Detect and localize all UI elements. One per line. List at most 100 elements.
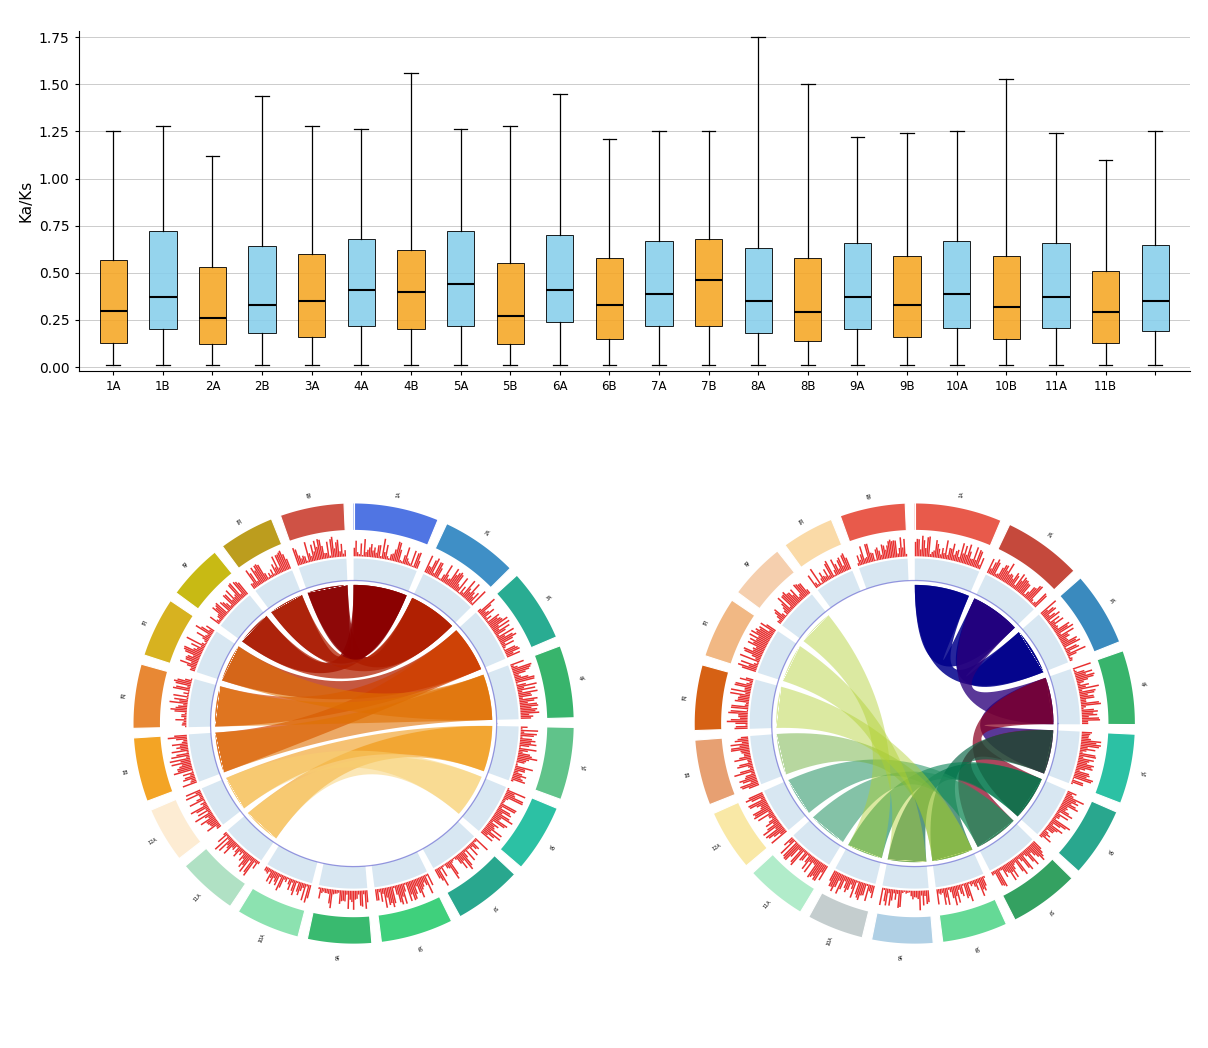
Polygon shape bbox=[318, 888, 321, 898]
Polygon shape bbox=[1044, 607, 1056, 618]
Polygon shape bbox=[488, 665, 518, 720]
Polygon shape bbox=[285, 877, 288, 882]
Polygon shape bbox=[1046, 611, 1059, 621]
Polygon shape bbox=[459, 587, 466, 594]
Polygon shape bbox=[134, 664, 167, 728]
Polygon shape bbox=[176, 746, 188, 749]
Polygon shape bbox=[749, 784, 760, 789]
Polygon shape bbox=[519, 704, 539, 707]
Polygon shape bbox=[933, 854, 983, 888]
Polygon shape bbox=[968, 559, 971, 565]
Polygon shape bbox=[519, 702, 528, 704]
Polygon shape bbox=[1006, 575, 1014, 585]
Polygon shape bbox=[232, 844, 238, 850]
Polygon shape bbox=[354, 548, 355, 556]
Polygon shape bbox=[750, 637, 767, 648]
Polygon shape bbox=[388, 559, 390, 560]
Polygon shape bbox=[972, 560, 976, 567]
Text: 6B: 6B bbox=[866, 490, 873, 498]
PathPatch shape bbox=[447, 232, 475, 326]
Polygon shape bbox=[521, 732, 524, 733]
Polygon shape bbox=[919, 549, 922, 556]
Polygon shape bbox=[766, 625, 776, 631]
Polygon shape bbox=[741, 660, 757, 668]
Polygon shape bbox=[785, 845, 800, 860]
Polygon shape bbox=[495, 629, 506, 636]
Polygon shape bbox=[879, 888, 884, 905]
Text: 5B: 5B bbox=[797, 516, 805, 524]
Polygon shape bbox=[952, 887, 958, 905]
Polygon shape bbox=[196, 791, 201, 794]
Polygon shape bbox=[788, 592, 798, 604]
Polygon shape bbox=[1010, 573, 1020, 587]
Polygon shape bbox=[941, 548, 943, 559]
Polygon shape bbox=[176, 552, 232, 609]
Polygon shape bbox=[419, 877, 424, 887]
Polygon shape bbox=[1080, 695, 1093, 698]
Polygon shape bbox=[518, 694, 532, 698]
Polygon shape bbox=[745, 693, 750, 695]
Polygon shape bbox=[1051, 617, 1063, 627]
Polygon shape bbox=[338, 890, 339, 893]
Polygon shape bbox=[1014, 858, 1023, 872]
Polygon shape bbox=[936, 544, 940, 558]
Polygon shape bbox=[933, 550, 935, 558]
Polygon shape bbox=[521, 709, 535, 713]
Polygon shape bbox=[185, 678, 192, 681]
Polygon shape bbox=[367, 550, 368, 556]
Polygon shape bbox=[790, 589, 801, 602]
Polygon shape bbox=[515, 767, 525, 771]
Polygon shape bbox=[795, 584, 807, 597]
Polygon shape bbox=[503, 646, 506, 649]
Polygon shape bbox=[187, 695, 188, 696]
Polygon shape bbox=[347, 891, 348, 895]
Polygon shape bbox=[1079, 690, 1082, 692]
Polygon shape bbox=[197, 632, 234, 679]
Polygon shape bbox=[813, 864, 825, 881]
Polygon shape bbox=[736, 722, 748, 724]
Polygon shape bbox=[174, 698, 188, 701]
Polygon shape bbox=[1067, 646, 1086, 655]
Polygon shape bbox=[899, 548, 901, 556]
Polygon shape bbox=[850, 879, 854, 885]
Polygon shape bbox=[436, 568, 443, 578]
Polygon shape bbox=[226, 834, 230, 837]
Polygon shape bbox=[353, 891, 354, 910]
Polygon shape bbox=[1007, 578, 1014, 586]
Polygon shape bbox=[1004, 865, 1010, 873]
Polygon shape bbox=[930, 730, 1053, 861]
Polygon shape bbox=[451, 572, 464, 589]
Polygon shape bbox=[1022, 851, 1027, 856]
Polygon shape bbox=[750, 800, 766, 809]
Polygon shape bbox=[956, 549, 959, 562]
Polygon shape bbox=[1071, 781, 1084, 786]
Polygon shape bbox=[185, 650, 201, 658]
Polygon shape bbox=[916, 891, 917, 897]
Polygon shape bbox=[1075, 673, 1094, 679]
Polygon shape bbox=[519, 699, 534, 702]
Polygon shape bbox=[302, 555, 306, 564]
Polygon shape bbox=[506, 791, 515, 795]
Polygon shape bbox=[186, 658, 198, 663]
Polygon shape bbox=[378, 889, 381, 892]
Polygon shape bbox=[1082, 721, 1088, 722]
Polygon shape bbox=[790, 849, 805, 866]
Polygon shape bbox=[1012, 859, 1016, 864]
Polygon shape bbox=[795, 840, 796, 843]
Polygon shape bbox=[789, 838, 794, 844]
Polygon shape bbox=[749, 664, 757, 669]
Polygon shape bbox=[742, 741, 749, 743]
Polygon shape bbox=[482, 611, 489, 617]
Polygon shape bbox=[296, 881, 301, 892]
Polygon shape bbox=[1050, 822, 1053, 825]
Polygon shape bbox=[1081, 735, 1090, 737]
PathPatch shape bbox=[1043, 243, 1069, 328]
Polygon shape bbox=[424, 875, 434, 894]
Polygon shape bbox=[458, 853, 464, 861]
Polygon shape bbox=[980, 678, 1053, 773]
Polygon shape bbox=[959, 885, 963, 894]
Polygon shape bbox=[315, 547, 320, 560]
Polygon shape bbox=[1082, 714, 1097, 716]
Polygon shape bbox=[519, 702, 536, 705]
Polygon shape bbox=[496, 808, 511, 817]
